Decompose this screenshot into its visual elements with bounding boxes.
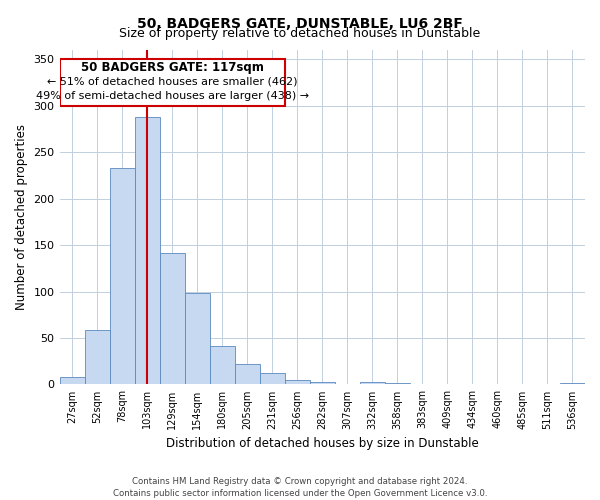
- Bar: [260, 374, 285, 384]
- Bar: [85, 330, 110, 384]
- Y-axis label: Number of detached properties: Number of detached properties: [15, 124, 28, 310]
- Bar: [160, 254, 185, 384]
- Bar: [110, 168, 134, 384]
- Bar: [59, 377, 85, 384]
- Text: Contains HM Land Registry data © Crown copyright and database right 2024.
Contai: Contains HM Land Registry data © Crown c…: [113, 476, 487, 498]
- Bar: [385, 382, 410, 384]
- Bar: [209, 346, 235, 385]
- X-axis label: Distribution of detached houses by size in Dunstable: Distribution of detached houses by size …: [166, 437, 479, 450]
- Bar: [310, 382, 335, 384]
- Text: 49% of semi-detached houses are larger (438) →: 49% of semi-detached houses are larger (…: [35, 91, 309, 101]
- Bar: [560, 382, 585, 384]
- Text: Size of property relative to detached houses in Dunstable: Size of property relative to detached ho…: [119, 28, 481, 40]
- Text: ← 51% of detached houses are smaller (462): ← 51% of detached houses are smaller (46…: [47, 77, 298, 87]
- Text: 50, BADGERS GATE, DUNSTABLE, LU6 2BF: 50, BADGERS GATE, DUNSTABLE, LU6 2BF: [137, 18, 463, 32]
- Bar: [235, 364, 260, 384]
- Bar: [185, 294, 209, 384]
- Text: 50 BADGERS GATE: 117sqm: 50 BADGERS GATE: 117sqm: [81, 61, 263, 74]
- Bar: [360, 382, 385, 384]
- FancyBboxPatch shape: [59, 60, 285, 106]
- Bar: [134, 117, 160, 384]
- Bar: [285, 380, 310, 384]
